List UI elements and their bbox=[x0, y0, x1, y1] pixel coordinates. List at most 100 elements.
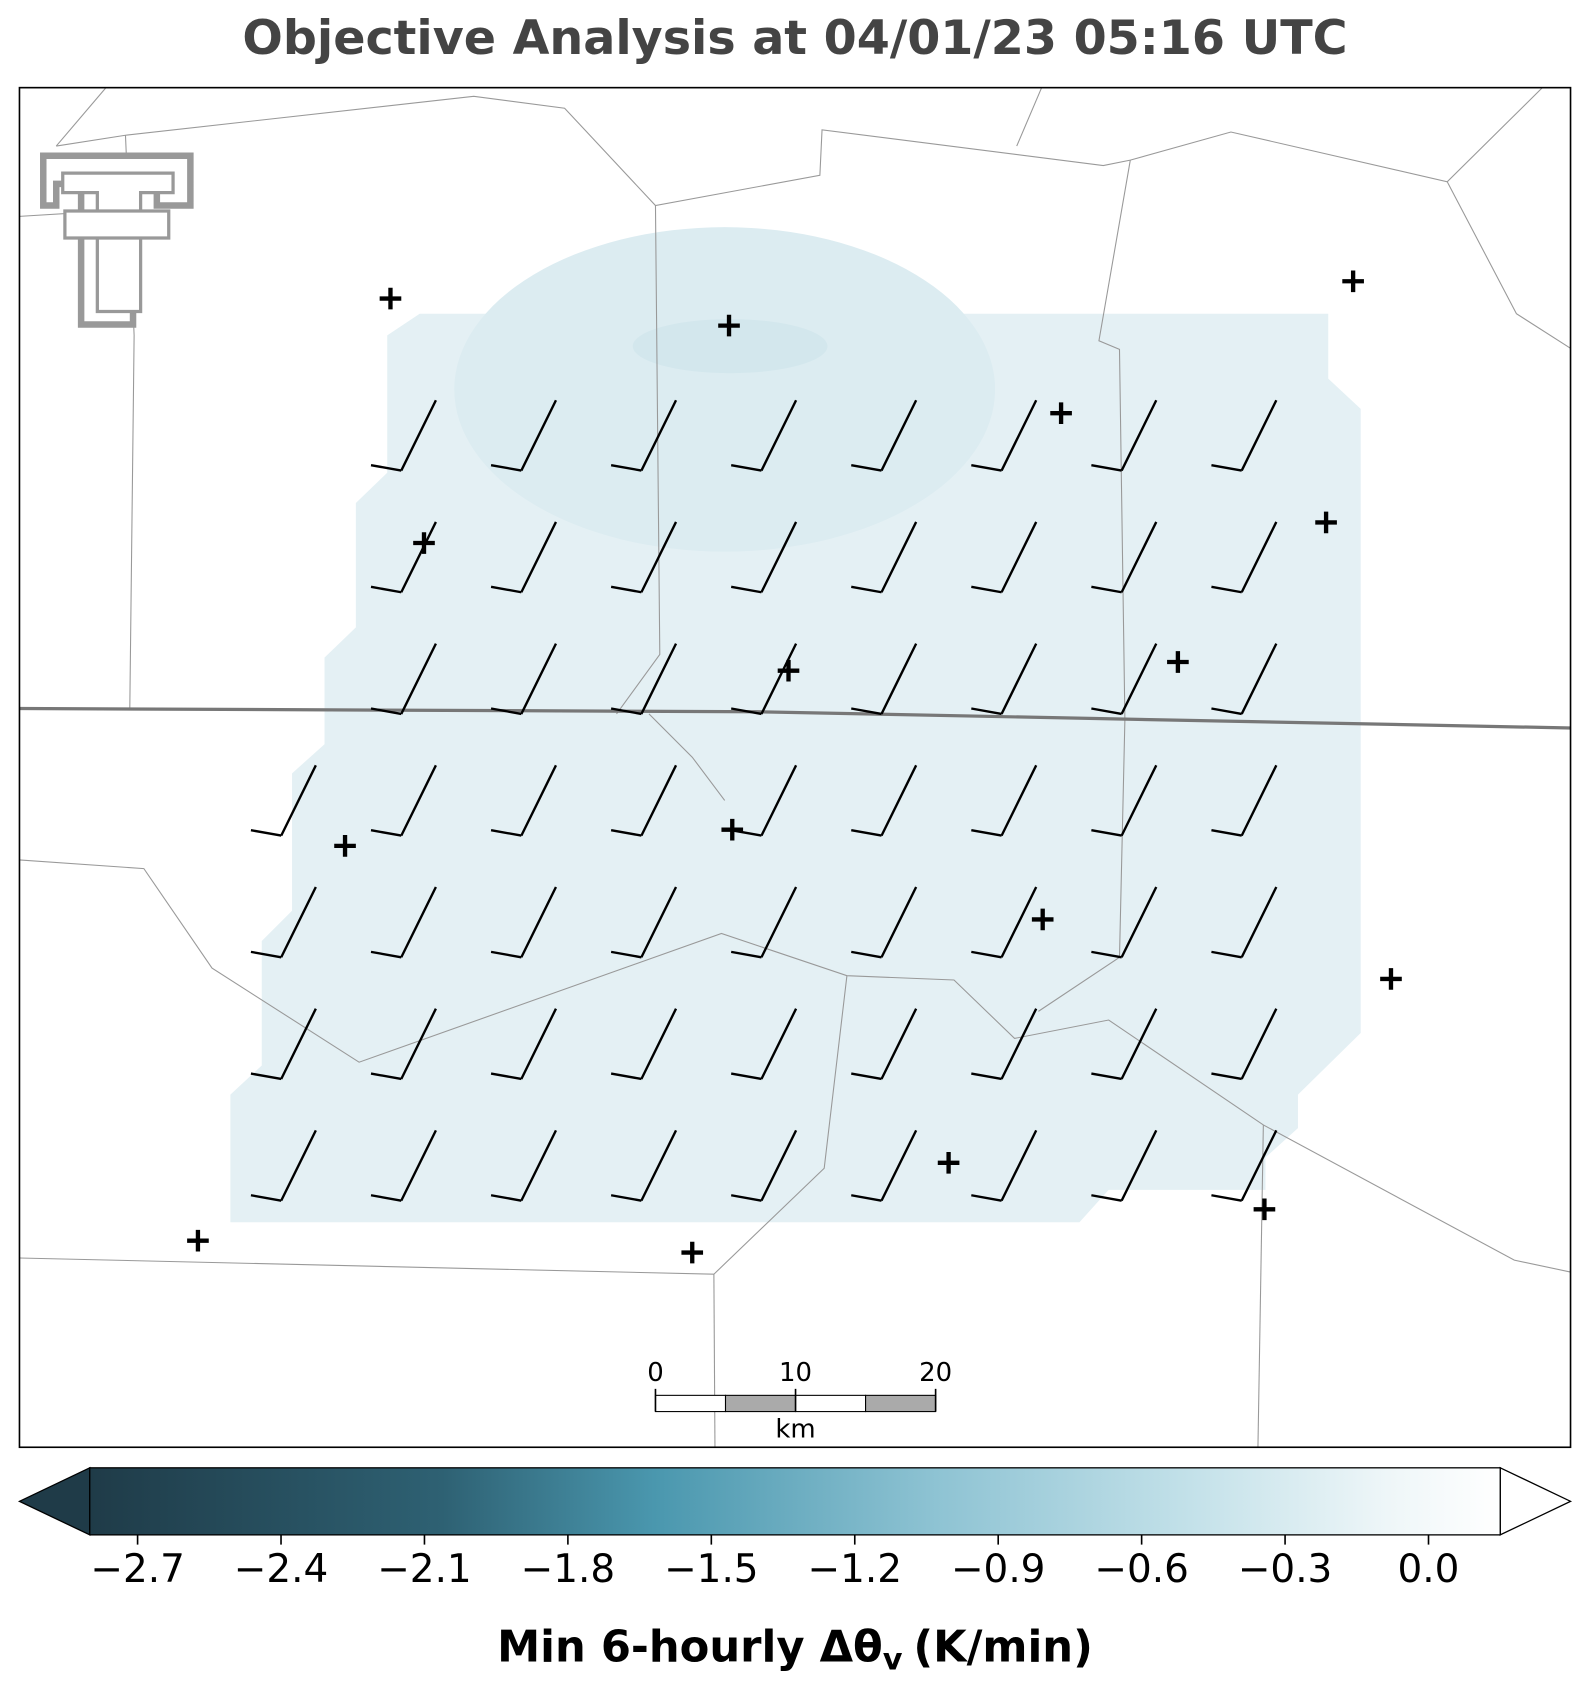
station bbox=[777, 659, 800, 682]
station bbox=[937, 1151, 960, 1174]
wind-barb bbox=[1211, 886, 1278, 959]
wind-barb bbox=[971, 1008, 1038, 1081]
wind-barb bbox=[610, 643, 678, 716]
colorbar-tick-label: −0.3 bbox=[1238, 1547, 1333, 1592]
colorbar-extend-high bbox=[1499, 1466, 1573, 1536]
contour bbox=[454, 227, 996, 552]
wind-barb bbox=[610, 399, 678, 472]
wind-barb bbox=[730, 886, 798, 959]
scale-tick-label: 20 bbox=[919, 1358, 952, 1388]
wind-barb bbox=[490, 1008, 558, 1081]
wind-barb bbox=[490, 764, 558, 837]
station bbox=[718, 314, 740, 337]
station bbox=[1031, 908, 1054, 931]
colorbar-tick-label: −1.8 bbox=[521, 1547, 616, 1592]
station bbox=[681, 1241, 704, 1264]
wind-barb bbox=[370, 399, 437, 472]
wind-barb bbox=[730, 1129, 798, 1202]
station bbox=[187, 1229, 209, 1252]
wind-barb bbox=[1091, 886, 1158, 959]
wind-barb bbox=[1211, 1008, 1278, 1081]
wind-barb bbox=[1091, 521, 1158, 594]
label-subscript: v bbox=[883, 1642, 903, 1677]
wind-barb bbox=[1211, 764, 1278, 837]
wind-barb bbox=[851, 399, 918, 472]
colorbar-tick-label: −0.9 bbox=[951, 1547, 1046, 1592]
scale-tick-label: 0 bbox=[647, 1358, 664, 1388]
wind-barb bbox=[1211, 399, 1278, 472]
wind-barb bbox=[370, 1129, 437, 1202]
colorbar-tick-label: 0.0 bbox=[1398, 1547, 1460, 1592]
wind-barb bbox=[1211, 521, 1278, 594]
county-lines bbox=[19, 87, 1571, 1448]
wind-barb bbox=[971, 886, 1038, 959]
label-text: Min 6-hourly Δθ bbox=[497, 1622, 883, 1672]
colorbar-tick-label: −1.5 bbox=[664, 1547, 759, 1592]
wind-barb bbox=[490, 521, 558, 594]
wind-barb bbox=[1091, 399, 1158, 472]
wind-barb bbox=[370, 1008, 437, 1081]
wind-barb bbox=[610, 1008, 678, 1081]
wind-barb bbox=[730, 1008, 798, 1081]
wind-barb bbox=[971, 764, 1038, 837]
scale-segment bbox=[724, 1394, 797, 1413]
wind-barb bbox=[490, 886, 558, 959]
wind-barb bbox=[851, 1008, 918, 1081]
wind-barb bbox=[1091, 764, 1158, 837]
colorbar-tick-label: −1.2 bbox=[808, 1547, 903, 1592]
wind-barb bbox=[610, 764, 678, 837]
wind-barb bbox=[851, 886, 918, 959]
wind-barb bbox=[490, 643, 558, 716]
wind-barb bbox=[610, 1129, 678, 1202]
station bbox=[1253, 1198, 1276, 1221]
colorbar: −2.7 −2.4 −2.1 −1.8 −1.5 −1.2 −0.9 −0.6 −0.3 0.0 bbox=[17, 1466, 1573, 1592]
wind-barb bbox=[971, 399, 1038, 472]
wind-barb bbox=[370, 521, 437, 594]
logo bbox=[40, 152, 194, 328]
station bbox=[721, 818, 744, 841]
wind-barb bbox=[1091, 643, 1158, 716]
colorbar-tick-label: −2.4 bbox=[234, 1547, 329, 1592]
wind-barb bbox=[1091, 1129, 1158, 1202]
wind-barb bbox=[610, 886, 678, 959]
stations bbox=[187, 270, 1402, 1264]
contour bbox=[632, 319, 828, 374]
colorbar-extend-low bbox=[17, 1466, 91, 1536]
wind-barb bbox=[971, 1129, 1038, 1202]
station bbox=[1050, 402, 1072, 425]
wind-barb bbox=[250, 764, 317, 837]
station bbox=[1342, 270, 1364, 293]
scale-bar: 0 10 20 km bbox=[647, 1358, 952, 1444]
wind-barb bbox=[730, 643, 798, 716]
station bbox=[413, 532, 435, 554]
wind-barb bbox=[370, 886, 437, 959]
scale-segment bbox=[654, 1394, 727, 1413]
colorbar-fill bbox=[89, 1467, 1501, 1536]
station bbox=[379, 287, 402, 310]
wind-barb bbox=[250, 1008, 317, 1081]
wind-barb bbox=[250, 886, 317, 959]
station bbox=[1380, 968, 1402, 990]
map: 0 10 20 km bbox=[18, 86, 1572, 1449]
scale-unit: km bbox=[775, 1414, 815, 1444]
wind-barb bbox=[971, 521, 1038, 594]
station bbox=[1315, 511, 1337, 534]
wind-barb bbox=[730, 399, 798, 472]
colorbar-tick-label: −2.1 bbox=[377, 1547, 472, 1592]
wind-barb bbox=[851, 521, 918, 594]
wind-barb bbox=[851, 1129, 918, 1202]
colorbar-tick-label: −0.6 bbox=[1094, 1547, 1189, 1592]
wind-barb bbox=[1211, 643, 1278, 716]
scale-segment bbox=[865, 1394, 937, 1413]
wind-barb bbox=[851, 643, 918, 716]
wind-barb bbox=[971, 643, 1038, 716]
wind-barb bbox=[610, 521, 678, 594]
state-line bbox=[19, 706, 1571, 730]
wind-barb bbox=[370, 643, 437, 716]
colorbar-label: Min 6-hourly Δθv (K/min) bbox=[497, 1622, 1093, 1677]
wind-barb bbox=[490, 1129, 558, 1202]
colorbar-tick-label: −2.7 bbox=[90, 1547, 185, 1592]
wind-barb bbox=[1091, 1008, 1158, 1081]
scale-segment bbox=[795, 1394, 867, 1413]
wind-barb bbox=[250, 1129, 317, 1202]
